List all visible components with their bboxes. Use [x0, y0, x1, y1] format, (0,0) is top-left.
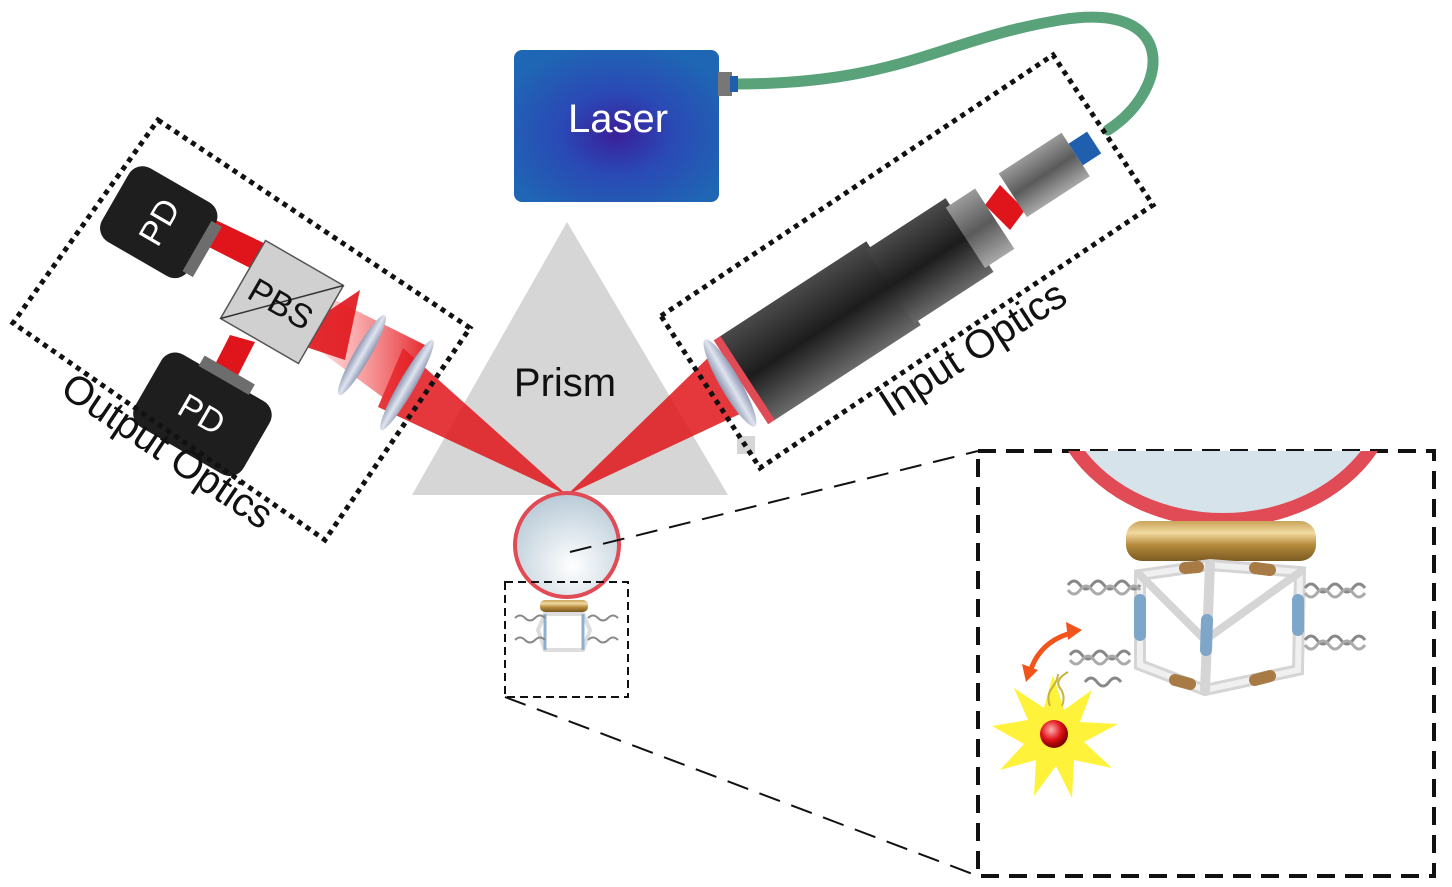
laser-source: Laser: [514, 50, 738, 202]
microsphere: [513, 491, 621, 599]
output-lens-2: [380, 339, 434, 431]
output-lens-1: [337, 314, 387, 396]
fiber-launcher: [998, 131, 1102, 218]
laser-beam: [195, 185, 1025, 495]
dna-strands: [1066, 579, 1367, 688]
small-dna-cage: [514, 600, 619, 652]
inset-microsphere: [1068, 451, 1378, 527]
gold-anchor: [1126, 521, 1316, 561]
photodetector-top: PD: [100, 166, 222, 279]
prism: Prism: [412, 222, 728, 495]
polarizing-beam-splitter: PBS: [219, 239, 345, 365]
nanoparticle: [1040, 720, 1068, 748]
input-lens: [703, 339, 757, 427]
optical-fiber: [729, 11, 1159, 136]
photodetector-bottom: PD: [133, 352, 272, 477]
dna-cage: [1134, 558, 1307, 697]
prism-label: Prism: [514, 361, 616, 405]
zoom-source-box: [504, 581, 629, 698]
starburst-icon: [992, 671, 1118, 798]
zoom-connector-top: [569, 450, 979, 553]
zoom-connector-bottom: [504, 696, 979, 877]
laser-label: Laser: [568, 97, 668, 141]
double-arrow-icon: [1022, 622, 1082, 682]
collimator: [713, 188, 1015, 425]
zoom-inset: [976, 449, 1436, 878]
